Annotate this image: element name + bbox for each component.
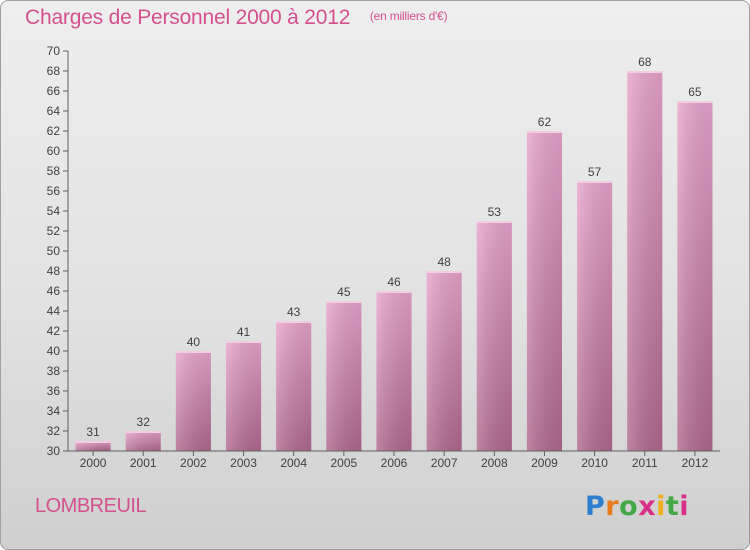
data-label-2006: 46 (387, 275, 401, 289)
bar-top-edge-2003 (225, 341, 262, 343)
bar-top-edge-2004 (276, 321, 312, 323)
data-label-2008: 53 (488, 205, 502, 219)
data-label-2001: 32 (137, 415, 151, 429)
y-tick-label: 40 (47, 344, 61, 358)
data-label-2010: 57 (588, 165, 602, 179)
bar-shade-2012 (677, 101, 713, 451)
y-tick-label: 50 (47, 244, 61, 258)
y-tick-label: 42 (47, 324, 61, 338)
bar-top-edge-2005 (326, 301, 362, 303)
x-tick-label: 2005 (330, 456, 357, 470)
y-tick-label: 68 (47, 64, 61, 78)
x-tick-label: 2003 (230, 456, 257, 470)
bar-top-edge-2011 (627, 71, 663, 73)
y-tick-label: 52 (47, 224, 61, 238)
y-tick-label: 62 (47, 124, 61, 138)
y-tick-label: 64 (47, 104, 61, 118)
x-tick-label: 2010 (581, 456, 608, 470)
bar-top-edge-2008 (476, 221, 512, 223)
bar-shade-2005 (326, 301, 362, 451)
data-label-2003: 41 (237, 325, 251, 339)
bar-shade-2007 (426, 271, 462, 451)
bar-shade-2010 (577, 181, 613, 451)
bar-top-edge-2002 (175, 351, 211, 353)
bar-shade-2003 (225, 341, 262, 451)
x-tick-label: 2006 (381, 456, 408, 470)
y-tick-label: 48 (47, 264, 61, 278)
x-tick-label: 2012 (682, 456, 709, 470)
bars: 31 32 40 41 43 45 46 48 53 62 57 68 65 (75, 55, 713, 451)
y-tick-label: 54 (47, 204, 61, 218)
data-label-2004: 43 (287, 305, 301, 319)
bar-shade-2002 (175, 351, 211, 451)
data-label-2007: 48 (437, 255, 451, 269)
x-tick-label: 2009 (531, 456, 558, 470)
x-tick-label: 2011 (632, 456, 658, 470)
bar-top-edge-2010 (577, 181, 613, 183)
data-label-2000: 31 (86, 425, 100, 439)
data-label-2002: 40 (187, 335, 201, 349)
chart-title-block: Charges de Personnel 2000 à 2012 (en mil… (25, 6, 448, 30)
data-label-2012: 65 (688, 85, 702, 99)
x-tick-label: 2000 (80, 456, 107, 470)
chart-title: Charges de Personnel 2000 à 2012 (25, 6, 351, 29)
y-tick-label: 58 (47, 164, 61, 178)
bar-shade-2004 (276, 321, 312, 451)
y-tick-label: 46 (47, 284, 61, 298)
y-tick-label: 60 (47, 144, 61, 158)
bar-shade-2000 (75, 441, 111, 451)
y-tick-label: 56 (47, 184, 61, 198)
bar-shade-2001 (125, 431, 161, 451)
y-tick-label: 38 (47, 364, 61, 378)
x-tick-label: 2007 (431, 456, 458, 470)
x-tick-label: 2008 (481, 456, 508, 470)
y-tick-label: 70 (47, 44, 61, 58)
x-tick-label: 2004 (280, 456, 307, 470)
y-tick-label: 36 (47, 384, 61, 398)
bar-top-edge-2009 (526, 131, 563, 133)
bar-top-edge-2012 (677, 101, 713, 103)
chart-subtitle: (en milliers d'€) (369, 9, 448, 23)
bar-shade-2011 (627, 71, 663, 451)
x-tick-label: 2001 (130, 456, 157, 470)
x-axis: 2000 2001 2002 2003 2004 2005 2006 2007 2008 2009… (68, 450, 720, 470)
y-tick-label: 30 (47, 444, 61, 458)
bar-top-edge-2001 (125, 431, 161, 433)
bar-top-edge-2000 (75, 441, 111, 443)
data-label-2005: 45 (337, 285, 351, 299)
bar-shade-2008 (476, 221, 512, 451)
bar-shade-2009 (526, 131, 563, 451)
bar-shade-2006 (376, 291, 412, 451)
proxiti-logo: Proxiti (585, 491, 690, 522)
data-label-2011: 68 (638, 55, 652, 69)
bar-top-edge-2007 (426, 271, 462, 273)
y-tick-label: 66 (47, 84, 61, 98)
y-tick-label: 32 (47, 424, 61, 438)
commune-name: LOMBREUIL (35, 495, 147, 517)
y-tick-label: 34 (47, 404, 61, 418)
x-tick-label: 2002 (180, 456, 207, 470)
data-label-2009: 62 (538, 115, 552, 129)
y-tick-label: 44 (47, 304, 61, 318)
y-axis: 30 32 34 36 38 40 42 44 46 48 50 52 54 56 58 60 62 64 66 68… (47, 44, 69, 458)
bar-top-edge-2006 (376, 291, 412, 293)
